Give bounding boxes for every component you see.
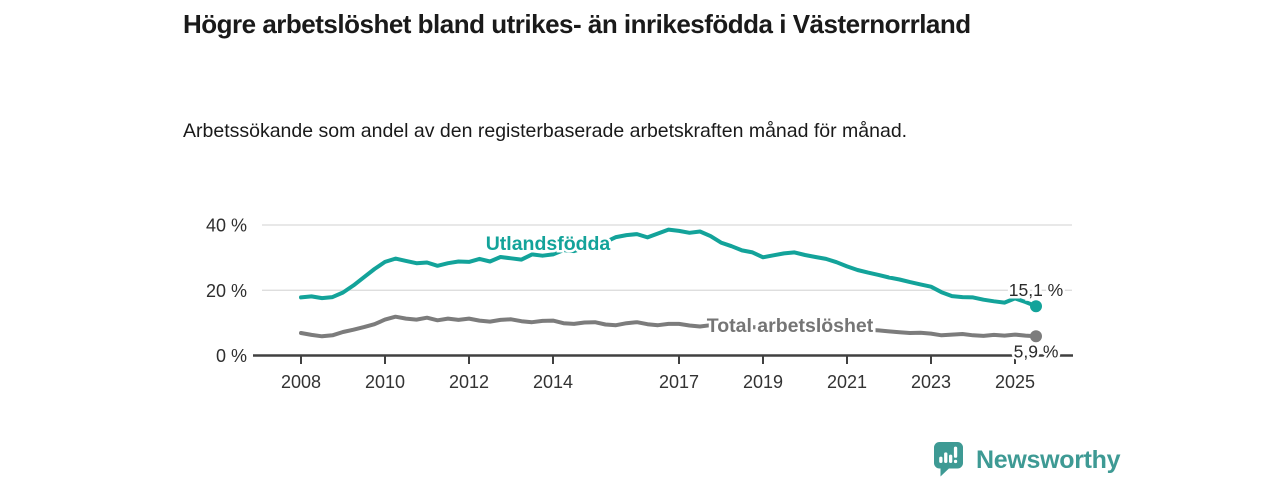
x-tick-label: 2023 — [911, 372, 951, 392]
series-line-total — [299, 314, 1038, 339]
x-tick-label: 2010 — [365, 372, 405, 392]
series-line-utlandsfodda — [299, 227, 1038, 309]
end-value-label: 5,9 % — [1014, 341, 1059, 361]
chart-title: Högre arbetslöshet bland utrikes- än inr… — [183, 9, 971, 39]
x-tick-label: 2012 — [449, 372, 489, 392]
series-end-dot — [1030, 330, 1042, 343]
y-tick-label: 40 % — [206, 216, 247, 236]
y-tick-label: 0 % — [216, 346, 247, 366]
newsworthy-wordmark: Newsworthy — [976, 446, 1121, 474]
series-end-dot — [1030, 300, 1042, 313]
chart-labels: 0 % 20 % 40 % 2008 2010 2012 2014 2017 2019 2021 2… — [206, 216, 1066, 393]
x-tick-label: 2008 — [281, 372, 321, 392]
axis-ticks — [300, 355, 1016, 364]
x-tick-label: 2017 — [659, 372, 699, 392]
newsworthy-logo: Newsworthy — [933, 441, 1121, 479]
series-lines — [299, 227, 1042, 343]
x-tick-label: 2019 — [743, 372, 783, 392]
y-tick-label: 20 % — [206, 281, 247, 301]
end-value-label: 15,1 % — [1009, 280, 1063, 300]
gridlines — [262, 224, 1072, 291]
x-tick-label: 2025 — [995, 372, 1035, 392]
series-label: Total arbetslöshet — [707, 315, 874, 337]
series-label: Utlandsfödda — [486, 233, 611, 255]
bar-chart-speech-bubble-icon — [934, 442, 963, 477]
chart-subtitle: Arbetssökande som andel av den registerb… — [183, 120, 908, 142]
x-tick-label: 2021 — [827, 372, 867, 392]
x-tick-label: 2014 — [533, 372, 573, 392]
